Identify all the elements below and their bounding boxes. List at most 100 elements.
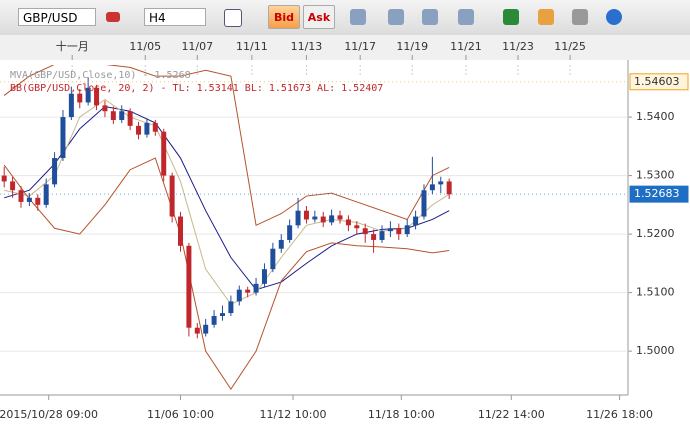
- bid-button[interactable]: Bid: [268, 5, 300, 29]
- icon[interactable]: [224, 9, 242, 27]
- bid: Bid: [273, 11, 295, 24]
- candle-body: [379, 231, 385, 240]
- icon[interactable]: [538, 9, 554, 25]
- top-tick-label: 11/05: [129, 40, 161, 53]
- ask-button[interactable]: Ask: [303, 5, 335, 29]
- candle-body: [60, 117, 66, 159]
- candle-body: [85, 87, 91, 103]
- candle-body: [110, 111, 116, 120]
- candle-body: [261, 269, 267, 284]
- icon[interactable]: [106, 12, 120, 22]
- timeframe-select[interactable]: H4: [144, 8, 206, 26]
- candle-body: [413, 216, 419, 226]
- ask: Ask: [307, 11, 331, 24]
- timeframe: H4: [149, 11, 166, 25]
- top-date-bar: [0, 35, 690, 60]
- symbol: GBP/USD: [23, 11, 78, 25]
- candle-body: [320, 216, 326, 223]
- y-tick-label: 1.5100: [636, 286, 675, 299]
- candle-body: [161, 131, 167, 176]
- icon[interactable]: [572, 9, 588, 25]
- candle-body: [211, 316, 217, 325]
- candle-body: [68, 93, 74, 118]
- candle-body: [152, 122, 158, 132]
- candle-body: [10, 181, 16, 191]
- x-tick-label: 11/22 14:00: [478, 408, 545, 421]
- candle-body: [18, 190, 24, 202]
- candle-body: [396, 228, 402, 235]
- candle-body: [371, 234, 377, 240]
- top-tick-label: 11/13: [291, 40, 323, 53]
- plot-area: [0, 65, 628, 391]
- top-tick-label: 11/21: [450, 40, 482, 53]
- x-tick-label: 11/06 10:00: [147, 408, 214, 421]
- candle-body: [144, 122, 150, 135]
- candle-body: [1, 175, 7, 182]
- candle-body: [169, 175, 175, 217]
- toolbar: GBP/USD H4 Bid Ask: [0, 0, 690, 36]
- candle-body: [345, 219, 351, 226]
- candle-body: [236, 289, 242, 302]
- candle-body: [203, 324, 209, 334]
- indicator-line: [3, 65, 450, 227]
- candle-body: [119, 111, 125, 120]
- candle-body: [404, 225, 410, 235]
- candle-body: [43, 184, 49, 205]
- x-tick-label: 2015/10/28 09:00: [0, 408, 98, 421]
- candle-body: [438, 181, 444, 185]
- y-tick-label: 1.5000: [636, 344, 675, 357]
- candle-body: [94, 87, 100, 106]
- icon[interactable]: [350, 9, 366, 25]
- indicator-line: [3, 157, 450, 391]
- top-tick-label: 11/07: [181, 40, 213, 53]
- candle-body: [278, 239, 284, 249]
- candle-body: [228, 301, 234, 314]
- candle-body: [337, 215, 343, 220]
- candle-body: [194, 327, 200, 334]
- candle-body: [178, 216, 184, 246]
- candle-body: [245, 289, 251, 293]
- price-marker: [629, 185, 689, 203]
- icon[interactable]: [503, 9, 519, 25]
- candle-body: [354, 225, 360, 229]
- candle-body: [270, 248, 276, 270]
- candle-body: [127, 111, 133, 126]
- price-marker-label: 1.54603: [634, 75, 680, 88]
- top-tick-label: 11/25: [554, 40, 586, 53]
- price-marker: [629, 73, 689, 91]
- icon[interactable]: [388, 9, 404, 25]
- candle-body: [26, 197, 32, 202]
- candle-body: [312, 216, 318, 220]
- y-tick-label: 1.5200: [636, 227, 675, 240]
- candle-body: [303, 210, 309, 220]
- candle-body: [219, 313, 225, 317]
- candle-body: [186, 245, 192, 328]
- candle-body: [136, 125, 142, 135]
- price-marker-label: 1.52683: [634, 187, 680, 200]
- x-tick-label: 11/18 10:00: [368, 408, 435, 421]
- indicator-label: MVA(GBP/USD,Close,10) - 1.5268: [10, 70, 191, 81]
- candle-body: [387, 228, 393, 232]
- chart: 1.5000 1.5100 1.5200 1.5300 1.5400 2015/10/28…: [0, 35, 690, 435]
- candle-body: [35, 197, 41, 205]
- y-tick-label: 1.5300: [636, 169, 675, 182]
- top-tick-label: 11/17: [344, 40, 376, 53]
- indicator-label: BB(GBP/USD,Close, 20, 2) - TL: 1.53141 B…: [10, 83, 383, 94]
- indicator-line: [4, 98, 450, 305]
- indicator-line: [4, 106, 450, 291]
- candle-body: [421, 190, 427, 217]
- candle-body: [362, 228, 368, 235]
- top-tick-label: 11/23: [502, 40, 534, 53]
- symbol-select[interactable]: GBP/USD: [18, 8, 96, 26]
- candle-body: [446, 181, 452, 195]
- candle-body: [52, 158, 58, 185]
- x-tick-label: 11/26 18:00: [586, 408, 653, 421]
- candle-body: [102, 105, 108, 112]
- icon[interactable]: [422, 9, 438, 25]
- top-tick-label: 十一月: [56, 39, 89, 53]
- icon[interactable]: [606, 9, 622, 25]
- x-tick-label: 11/12 10:00: [260, 408, 327, 421]
- icon[interactable]: [458, 9, 474, 25]
- candle-body: [429, 184, 435, 191]
